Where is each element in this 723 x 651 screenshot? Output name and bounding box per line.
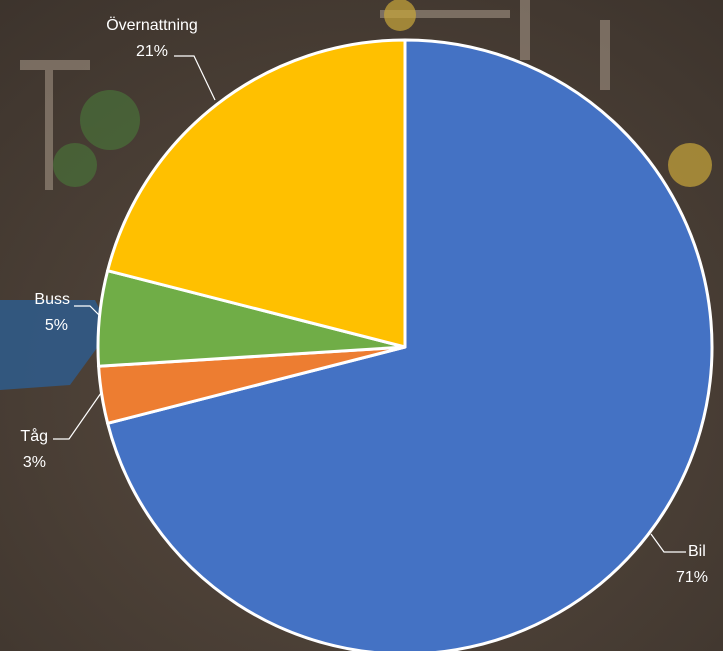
slice-label-bil: Bil (688, 543, 706, 560)
pie-slice-bil (106, 38, 714, 651)
pie-slice--vernattning (106, 38, 407, 349)
slice-label-buss: Buss (34, 291, 70, 308)
slice-label--vernattning: Övernattning (106, 16, 198, 34)
slice-label-t-g: Tåg (20, 427, 48, 445)
leader-line-bil (650, 533, 686, 553)
slice-value-t-g: 3% (23, 454, 46, 471)
leader-line-t-g (53, 392, 102, 440)
slice-value--vernattning: 21% (136, 43, 168, 60)
slice-value-bil: 71% (676, 569, 708, 586)
slice-value-buss: 5% (45, 317, 68, 334)
leader-line-buss (74, 305, 101, 317)
leader-line--vernattning (174, 55, 216, 101)
